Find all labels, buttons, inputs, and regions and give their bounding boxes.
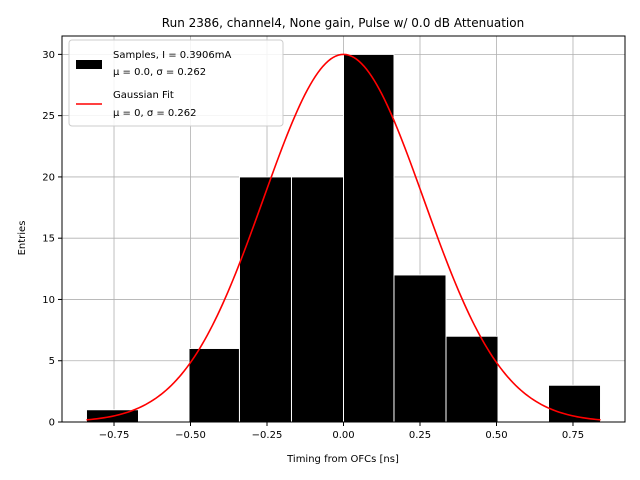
- x-tick-label: 0.00: [332, 430, 354, 441]
- legend-fit-stats: μ = 0, σ = 0.262: [113, 108, 197, 119]
- y-tick-label: 20: [42, 172, 55, 183]
- y-tick-label: 5: [49, 356, 55, 367]
- legend-samples-swatch: [76, 60, 102, 69]
- y-tick-label: 25: [42, 111, 55, 122]
- x-tick-label: −0.50: [175, 430, 206, 441]
- histogram-bar-2: [238, 176, 292, 423]
- legend-box: [68, 39, 284, 127]
- y-tick-label: 10: [42, 295, 55, 306]
- histogram-bar-5: [393, 274, 447, 423]
- y-axis-label: Entries: [17, 221, 28, 256]
- y-tick-label: 0: [49, 418, 55, 429]
- legend: Samples, I = 0.3906mA μ = 0.0, σ = 0.262…: [68, 39, 284, 127]
- histogram-bar-1: [188, 347, 240, 423]
- legend-fit-label: Gaussian Fit: [113, 90, 174, 101]
- chart-title: Run 2386, channel4, None gain, Pulse w/ …: [162, 16, 524, 30]
- x-tick-label: 0.25: [409, 430, 431, 441]
- x-axis-label: Timing from OFCs [ns]: [286, 454, 399, 465]
- x-tick-label: −0.25: [252, 430, 283, 441]
- x-tick-label: 0.50: [485, 430, 507, 441]
- legend-samples-stats: μ = 0.0, σ = 0.262: [113, 67, 206, 78]
- x-tick-label: −0.75: [99, 430, 130, 441]
- histogram-bar-6: [445, 335, 499, 423]
- y-tick-label: 30: [42, 50, 55, 61]
- y-tick-label: 15: [42, 234, 55, 245]
- gaussian-fit-layer: [86, 53, 601, 421]
- histogram-bar-4: [343, 53, 395, 423]
- x-tick-label: 0.75: [562, 430, 584, 441]
- y-axis-ticks: 0 5 10 15 20 25 30: [42, 50, 62, 429]
- x-axis-ticks: −0.75 −0.50 −0.25 0.00 0.25 0.50 0.75: [99, 422, 584, 441]
- histogram-bar-3: [290, 176, 345, 423]
- gaussian-fit-curve: [86, 53, 601, 421]
- legend-samples-label: Samples, I = 0.3906mA: [113, 50, 231, 61]
